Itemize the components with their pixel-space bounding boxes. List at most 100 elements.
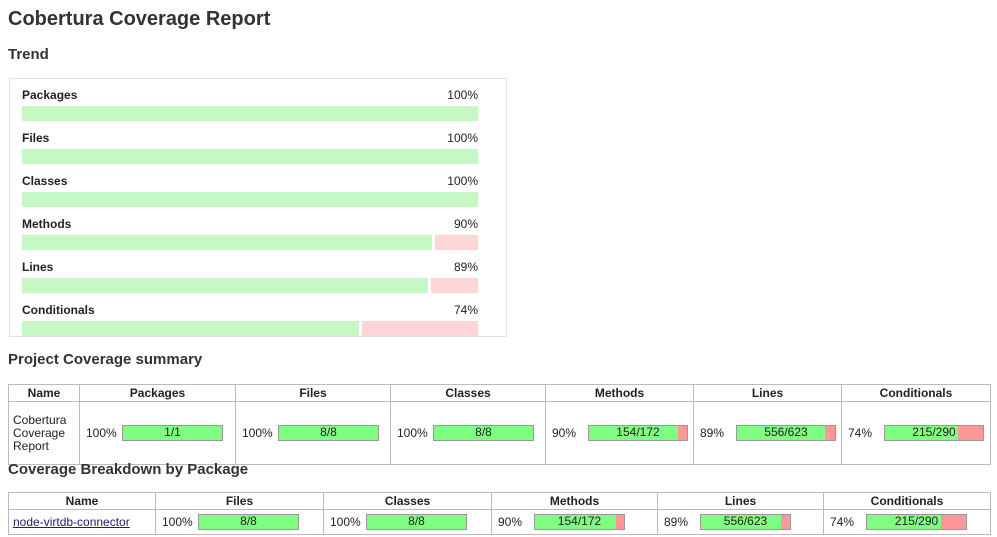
trend-percent: 74% (453, 303, 478, 317)
column-header-classes: Classes (390, 384, 546, 402)
metric-cell: 100% 8/8 (390, 401, 546, 465)
coverage-bar-fill (700, 514, 781, 530)
package-link[interactable]: node-virtdb-connector (13, 514, 130, 529)
coverage-bar-border (588, 425, 688, 441)
coverage-bar-border (122, 425, 223, 441)
table-row: Cobertura Coverage Report 100% 1/1 100% 8/8 1… (8, 401, 991, 465)
metric-cell: 89% 556/623 (657, 509, 824, 535)
coverage-bar-fill (122, 425, 223, 441)
metric-percent: 89% (664, 515, 689, 529)
trend-row-packages: Packages 100% (22, 81, 478, 121)
coverage-bar-border (366, 514, 467, 530)
trend-panel: Packages 100% Files 100% Classes 100% Methods 9… (9, 78, 507, 337)
metric-cell: 74% 215/290 (823, 509, 991, 535)
coverage-ratio: 556/623 (723, 514, 768, 528)
metric-cell-inner: 100% 8/8 (236, 402, 390, 464)
coverage-bar-border (866, 514, 967, 530)
column-header-methods: Methods (545, 384, 694, 402)
coverage-ratio: 215/290 (912, 425, 956, 439)
metric-percent: 100% (397, 426, 428, 440)
coverage-bar: 556/623 (736, 425, 836, 441)
page-title: Cobertura Coverage Report (8, 8, 271, 30)
breakdown-table: Name Files Classes Methods Lines Conditionals… (8, 492, 991, 535)
coverage-bar: 556/623 (700, 514, 791, 530)
column-header-classes: Classes (323, 492, 492, 510)
coverage-bar: 8/8 (278, 425, 379, 441)
column-header-files: Files (155, 492, 324, 510)
coverage-bar-fill (736, 425, 825, 441)
metric-percent: 89% (700, 426, 725, 440)
table-row: node-virtdb-connector 100% 8/8 100% 8/8 90% 15… (8, 509, 991, 535)
metric-cell-inner: 74% 215/290 (842, 402, 990, 464)
column-header-lines: Lines (693, 384, 842, 402)
coverage-ratio: 215/290 (894, 514, 939, 528)
coverage-ratio: 154/172 (557, 514, 602, 528)
coverage-ratio: 8/8 (240, 514, 257, 528)
coverage-ratio: 154/172 (616, 425, 660, 439)
trend-row-methods: Methods 90% (22, 210, 478, 250)
summary-table: Name Packages Files Classes Methods Lines Cond… (8, 384, 991, 465)
coverage-bar-fill (534, 514, 616, 530)
coverage-bar: 215/290 (866, 514, 967, 530)
trend-label: Conditionals (22, 303, 95, 317)
column-header-conditionals: Conditionals (841, 384, 991, 402)
trend-label: Methods (22, 217, 72, 231)
coverage-ratio: 8/8 (475, 425, 492, 439)
coverage-ratio: 8/8 (320, 425, 337, 439)
coverage-bar: 154/172 (534, 514, 625, 530)
metric-cell-inner: 100% 8/8 (324, 510, 491, 534)
metric-cell-inner: 100% 8/8 (391, 402, 545, 464)
coverage-bar: 8/8 (198, 514, 299, 530)
metric-cell: 100% 8/8 (235, 401, 391, 465)
coverage-ratio: 556/623 (764, 425, 808, 439)
coverage-bar: 8/8 (366, 514, 467, 530)
coverage-bar-fill (198, 514, 299, 530)
metric-cell: 89% 556/623 (693, 401, 842, 465)
metric-cell: 74% 215/290 (841, 401, 991, 465)
column-header-packages: Packages (79, 384, 236, 402)
column-header-name: Name (8, 492, 156, 510)
breakdown-heading: Coverage Breakdown by Package (8, 461, 249, 478)
trend-label: Files (22, 131, 50, 145)
trend-bar (22, 106, 478, 121)
metric-cell: 100% 8/8 (155, 509, 324, 535)
metric-percent: 100% (330, 515, 361, 529)
trend-label: Packages (22, 88, 78, 102)
coverage-bar-fill (588, 425, 678, 441)
metric-percent: 100% (162, 515, 193, 529)
column-header-name: Name (8, 384, 80, 402)
column-header-methods: Methods (491, 492, 658, 510)
trend-label: Classes (22, 174, 68, 188)
trend-bar-covered (22, 321, 359, 336)
coverage-bar-fill (278, 425, 379, 441)
trend-bar (22, 321, 478, 336)
trend-heading: Trend (8, 46, 49, 63)
coverage-ratio: 8/8 (408, 514, 425, 528)
trend-percent: 90% (453, 217, 478, 231)
coverage-bar-fill (866, 514, 941, 530)
coverage-bar-border (736, 425, 836, 441)
metric-cell: 100% 1/1 (79, 401, 236, 465)
metric-cell-inner: 74% 215/290 (824, 510, 990, 534)
trend-bar-covered (22, 106, 478, 121)
trend-label: Lines (22, 260, 54, 274)
trend-bar-covered (22, 278, 428, 293)
coverage-bar: 8/8 (433, 425, 534, 441)
coverage-bar: 154/172 (588, 425, 688, 441)
coverage-bar-border (884, 425, 984, 441)
trend-bar-covered (22, 235, 432, 250)
coverage-bar-border (278, 425, 379, 441)
project-name: Cobertura Coverage Report (8, 401, 80, 465)
package-name-cell: node-virtdb-connector (8, 509, 156, 535)
trend-row-conditionals: Conditionals 74% (22, 296, 478, 336)
metric-cell-inner: 90% 154/172 (492, 510, 657, 534)
coverage-bar-border (700, 514, 791, 530)
coverage-bar-border (433, 425, 534, 441)
column-header-files: Files (235, 384, 391, 402)
metric-cell-inner: 100% 8/8 (156, 510, 323, 534)
coverage-bar-fill (433, 425, 534, 441)
metric-percent: 74% (848, 426, 873, 440)
trend-bar (22, 149, 478, 164)
metric-percent: 100% (242, 426, 273, 440)
trend-bar-covered (22, 149, 478, 164)
